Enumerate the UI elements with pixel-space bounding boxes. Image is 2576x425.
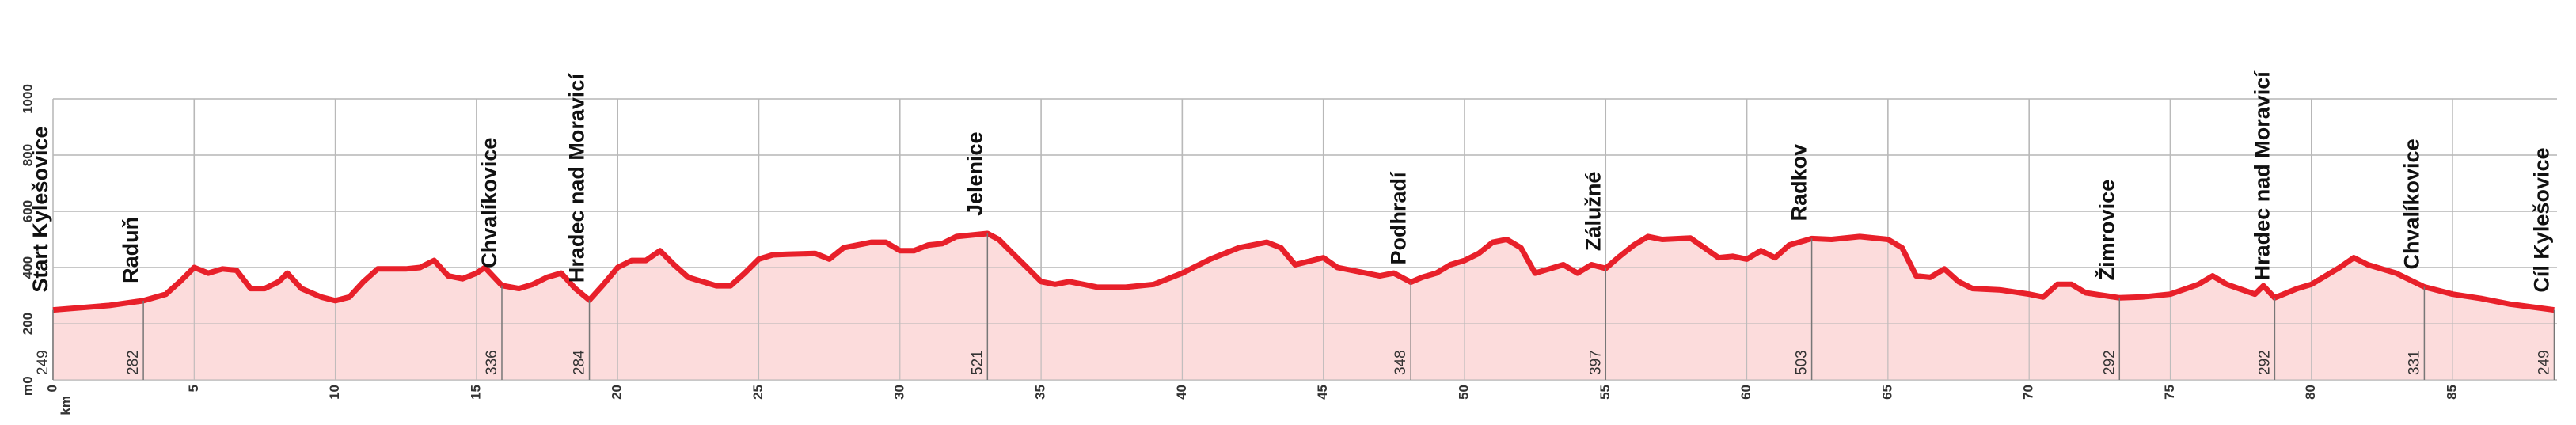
waypoint-name: Cíl Kylešovice xyxy=(2530,148,2554,293)
waypoint-name: Start Kylešovice xyxy=(28,126,52,292)
waypoint-name: Zálužné xyxy=(1581,172,1605,252)
x-tick-label: 80 xyxy=(2303,385,2318,400)
x-tick-label: 60 xyxy=(1738,385,1753,400)
waypoint-elevation: 348 xyxy=(1392,350,1409,375)
x-tick-label: 65 xyxy=(1879,385,1894,400)
y-axis-label: m xyxy=(20,384,35,396)
x-tick-label: 55 xyxy=(1598,385,1613,400)
x-tick-label: 10 xyxy=(327,385,342,400)
x-tick-label: 35 xyxy=(1033,385,1048,400)
x-tick-label: 0 xyxy=(44,385,59,392)
waypoint-name: Radkov xyxy=(1788,144,1811,222)
waypoint-name: Raduň xyxy=(119,217,142,283)
waypoint-elevation: 282 xyxy=(125,350,142,375)
waypoint-name: Hradec nad Moravicí xyxy=(565,73,589,283)
x-axis-label: km xyxy=(58,396,73,416)
waypoint-elevation: 249 xyxy=(35,350,51,375)
waypoint-name: Podhradí xyxy=(1386,171,1410,265)
x-tick-label: 50 xyxy=(1456,385,1471,400)
waypoint-elevation: 331 xyxy=(2406,350,2422,375)
x-tick-label: 75 xyxy=(2162,385,2177,400)
y-tick-label: 600 xyxy=(20,200,35,222)
x-tick-label: 20 xyxy=(610,385,625,400)
x-tick-label: 45 xyxy=(1315,385,1330,400)
waypoint-elevation: 292 xyxy=(2101,350,2118,375)
elevation-line xyxy=(52,230,2555,313)
waypoint-name: Chvalíkovice xyxy=(477,138,501,268)
waypoint-elevation: 284 xyxy=(572,350,588,375)
waypoint-elevation: 503 xyxy=(1794,350,1810,375)
x-tick-label: 30 xyxy=(891,385,906,400)
x-tick-label: 15 xyxy=(468,385,483,400)
x-tick-label: 85 xyxy=(2445,385,2460,400)
waypoint-name: Chvalíkovice xyxy=(2400,139,2424,269)
x-tick-label: 5 xyxy=(186,385,201,392)
x-tick-label: 40 xyxy=(1174,385,1189,400)
waypoint-elevation: 336 xyxy=(484,350,500,375)
waypoint-elevation: 292 xyxy=(2256,350,2273,375)
waypoint-name: Žimrovice xyxy=(2094,180,2118,281)
x-tick-label: 25 xyxy=(750,385,766,400)
y-tick-label: 200 xyxy=(20,313,35,335)
y-tick-label: 400 xyxy=(20,256,35,279)
waypoint-name: Hradec nad Moravicí xyxy=(2251,70,2274,281)
x-tick-label: 70 xyxy=(2021,385,2036,400)
waypoint-name: Jelenice xyxy=(963,131,986,216)
area-fill xyxy=(53,233,2555,380)
y-tick-label: 0 xyxy=(20,376,35,383)
y-tick-label: 800 xyxy=(20,144,35,166)
waypoint-elevation: 249 xyxy=(2536,350,2552,375)
waypoint-elevation: 397 xyxy=(1587,350,1604,375)
y-tick-label: 1000 xyxy=(20,84,35,114)
waypoint-elevation: 521 xyxy=(969,350,986,375)
